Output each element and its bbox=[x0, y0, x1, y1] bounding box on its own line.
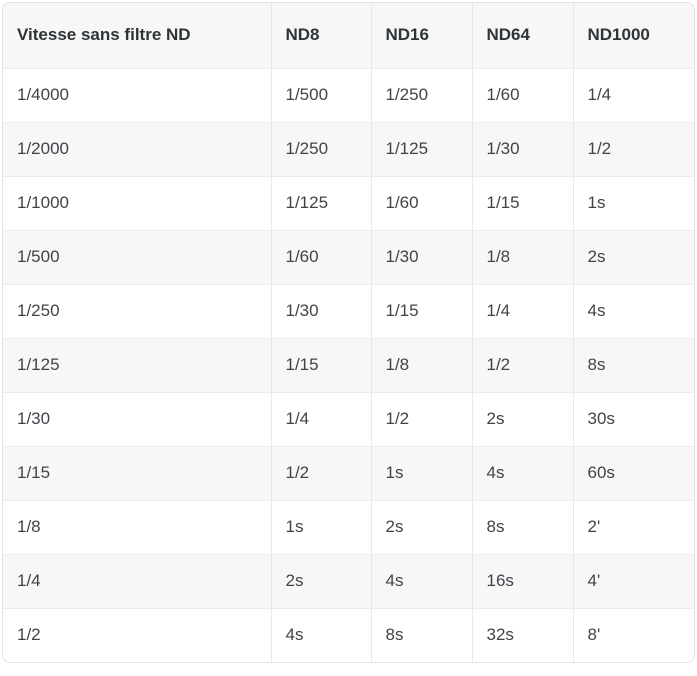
table-cell: 1/60 bbox=[471, 68, 573, 123]
table-cell: 1/125 bbox=[370, 122, 472, 177]
table-cell: 1/250 bbox=[370, 68, 472, 123]
table-row: 1/4000 1/500 1/250 1/60 1/4 bbox=[3, 68, 694, 123]
table-cell: 8s bbox=[471, 500, 573, 555]
nd-filter-conversion-table: Vitesse sans filtre ND ND8 ND16 ND64 ND1… bbox=[3, 3, 694, 662]
table-cell: 1/125 bbox=[270, 176, 371, 231]
table-cell: 1/4 bbox=[471, 284, 573, 339]
table-row: 1/15 1/2 1s 4s 60s bbox=[3, 446, 694, 501]
table-cell: 1/30 bbox=[3, 392, 271, 447]
table-row: 1/2 4s 8s 32s 8' bbox=[3, 608, 694, 662]
table-row: 1/8 1s 2s 8s 2' bbox=[3, 500, 694, 555]
column-header-nd16: ND16 bbox=[370, 3, 472, 69]
table-cell: 1/60 bbox=[370, 176, 472, 231]
table-cell: 2s bbox=[270, 554, 371, 609]
table-cell: 2' bbox=[572, 500, 694, 555]
column-header-speed-without-nd: Vitesse sans filtre ND bbox=[3, 3, 271, 69]
table-row: 1/4 2s 4s 16s 4' bbox=[3, 554, 694, 609]
table-cell: 1/4000 bbox=[3, 68, 271, 123]
table-row: 1/2000 1/250 1/125 1/30 1/2 bbox=[3, 122, 694, 177]
table-cell: 1/60 bbox=[270, 230, 371, 285]
table-cell: 1/30 bbox=[270, 284, 371, 339]
table-row: 1/1000 1/125 1/60 1/15 1s bbox=[3, 176, 694, 231]
table-cell: 1/8 bbox=[370, 338, 472, 393]
table-row: 1/250 1/30 1/15 1/4 4s bbox=[3, 284, 694, 339]
table-cell: 4s bbox=[370, 554, 472, 609]
table-cell: 8' bbox=[572, 608, 694, 662]
table-cell: 1/2 bbox=[3, 608, 271, 662]
column-header-nd1000: ND1000 bbox=[572, 3, 694, 69]
table-cell: 1/250 bbox=[3, 284, 271, 339]
table-cell: 1/2 bbox=[572, 122, 694, 177]
table-cell: 1/8 bbox=[3, 500, 271, 555]
table-cell: 4' bbox=[572, 554, 694, 609]
table-cell: 30s bbox=[572, 392, 694, 447]
table-cell: 1/2 bbox=[370, 392, 472, 447]
table-cell: 1/2 bbox=[471, 338, 573, 393]
table-cell: 4s bbox=[270, 608, 371, 662]
table-cell: 1/4 bbox=[3, 554, 271, 609]
table-cell: 1/15 bbox=[471, 176, 573, 231]
table-cell: 1/500 bbox=[3, 230, 271, 285]
table-cell: 1/500 bbox=[270, 68, 371, 123]
table-cell: 2s bbox=[572, 230, 694, 285]
table-cell: 32s bbox=[471, 608, 573, 662]
table-cell: 1/125 bbox=[3, 338, 271, 393]
table-cell: 1/1000 bbox=[3, 176, 271, 231]
table-cell: 1s bbox=[572, 176, 694, 231]
column-header-nd8: ND8 bbox=[270, 3, 371, 69]
nd-filter-table-container: Vitesse sans filtre ND ND8 ND16 ND64 ND1… bbox=[2, 2, 695, 663]
table-row: 1/500 1/60 1/30 1/8 2s bbox=[3, 230, 694, 285]
table-cell: 1s bbox=[270, 500, 371, 555]
table-cell: 1/15 bbox=[270, 338, 371, 393]
table-cell: 4s bbox=[572, 284, 694, 339]
table-row: 1/30 1/4 1/2 2s 30s bbox=[3, 392, 694, 447]
table-cell: 8s bbox=[572, 338, 694, 393]
table-cell: 1/2000 bbox=[3, 122, 271, 177]
table-cell: 16s bbox=[471, 554, 573, 609]
header-row: Vitesse sans filtre ND ND8 ND16 ND64 ND1… bbox=[3, 3, 694, 69]
table-cell: 1/4 bbox=[572, 68, 694, 123]
table-cell: 1/4 bbox=[270, 392, 371, 447]
table-cell: 1/2 bbox=[270, 446, 371, 501]
column-header-nd64: ND64 bbox=[471, 3, 573, 69]
table-cell: 4s bbox=[471, 446, 573, 501]
table-cell: 1s bbox=[370, 446, 472, 501]
table-cell: 1/15 bbox=[3, 446, 271, 501]
table-cell: 8s bbox=[370, 608, 472, 662]
table-cell: 2s bbox=[370, 500, 472, 555]
table-cell: 1/30 bbox=[471, 122, 573, 177]
table-cell: 2s bbox=[471, 392, 573, 447]
table-cell: 1/30 bbox=[370, 230, 472, 285]
table-cell: 1/250 bbox=[270, 122, 371, 177]
table-row: 1/125 1/15 1/8 1/2 8s bbox=[3, 338, 694, 393]
table-cell: 1/8 bbox=[471, 230, 573, 285]
table-cell: 60s bbox=[572, 446, 694, 501]
table-cell: 1/15 bbox=[370, 284, 472, 339]
